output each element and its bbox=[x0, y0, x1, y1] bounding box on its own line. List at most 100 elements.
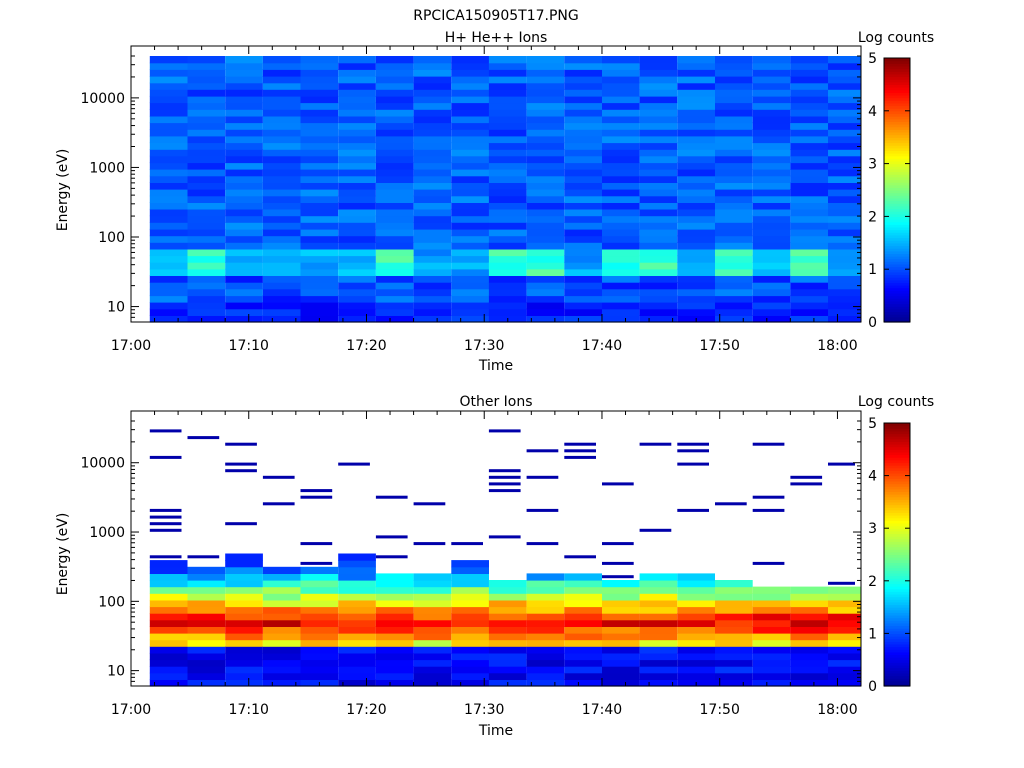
heatmap-cell bbox=[677, 162, 715, 170]
heatmap-cell bbox=[451, 122, 489, 130]
heatmap-cell bbox=[677, 262, 715, 270]
heatmap-cell bbox=[677, 228, 715, 237]
heatmap-cell bbox=[300, 255, 339, 263]
heatmap-cell bbox=[225, 522, 257, 526]
heatmap-cell bbox=[828, 626, 861, 634]
heatmap-cell bbox=[828, 302, 861, 310]
heatmap-cell bbox=[262, 302, 301, 310]
heatmap-cell bbox=[451, 308, 489, 316]
heatmap-cell bbox=[262, 308, 301, 316]
heatmap-cell bbox=[526, 449, 559, 453]
heatmap-cell bbox=[602, 195, 640, 203]
heatmap-cell bbox=[828, 155, 861, 164]
colorbar-tick-label: 4 bbox=[868, 469, 877, 485]
heatmap-cell bbox=[828, 593, 861, 601]
heatmap-cell bbox=[149, 652, 188, 661]
heatmap-cell bbox=[338, 646, 376, 654]
heatmap-cell bbox=[225, 135, 263, 144]
heatmap-cell bbox=[413, 89, 452, 97]
colorbar-segment bbox=[884, 158, 910, 162]
colorbar-segment bbox=[884, 195, 910, 199]
colorbar-tick-label: 2 bbox=[868, 209, 877, 225]
heatmap-cell bbox=[187, 613, 226, 621]
heatmap-cell bbox=[300, 593, 339, 601]
heatmap-cell bbox=[526, 82, 565, 90]
heatmap-cell bbox=[677, 462, 709, 466]
colorbar-segment bbox=[884, 520, 910, 524]
colorbar-segment bbox=[884, 562, 910, 566]
heatmap-cell bbox=[602, 659, 640, 667]
heatmap-cell bbox=[564, 599, 602, 608]
heatmap-cell bbox=[602, 308, 640, 316]
heatmap-cell bbox=[187, 282, 226, 290]
heatmap-cell bbox=[149, 56, 188, 64]
heatmap-cell bbox=[564, 122, 602, 130]
heatmap-cell bbox=[526, 308, 565, 316]
heatmap-cell bbox=[488, 475, 521, 479]
colorbar-segment bbox=[884, 71, 910, 75]
heatmap-cell bbox=[149, 155, 188, 164]
heatmap-cell bbox=[828, 89, 861, 97]
heatmap-cell bbox=[187, 268, 226, 276]
heatmap-cell bbox=[752, 142, 791, 150]
heatmap-cell bbox=[149, 522, 182, 526]
heatmap-cell bbox=[639, 155, 678, 164]
heatmap-cell bbox=[225, 275, 263, 283]
heatmap-cell bbox=[488, 135, 527, 144]
heatmap-cell bbox=[413, 189, 452, 197]
heatmap-cell bbox=[451, 633, 489, 641]
heatmap-cell bbox=[375, 235, 414, 243]
colorbar-tick-label: 1 bbox=[868, 262, 877, 278]
colorbar-segment bbox=[884, 211, 910, 215]
heatmap-cell bbox=[300, 288, 339, 297]
heatmap-cell bbox=[677, 222, 715, 230]
heatmap-cell bbox=[639, 282, 678, 290]
heatmap-cell bbox=[526, 295, 565, 303]
heatmap-cell bbox=[564, 69, 602, 77]
heatmap-cell bbox=[828, 169, 861, 177]
heatmap-cell bbox=[413, 162, 452, 170]
colorbar-segment bbox=[884, 475, 910, 479]
heatmap-cell bbox=[564, 56, 602, 64]
heatmap-cell bbox=[602, 561, 634, 565]
heatmap-cell bbox=[602, 275, 640, 283]
heatmap-cell bbox=[300, 62, 339, 70]
heatmap-cell bbox=[602, 242, 640, 250]
colorbar-segment bbox=[884, 433, 910, 437]
heatmap-cell bbox=[225, 155, 263, 164]
heatmap-cell bbox=[526, 102, 565, 110]
heatmap-cell bbox=[639, 679, 678, 687]
heatmap-cell bbox=[451, 82, 489, 90]
heatmap-cell bbox=[752, 169, 791, 177]
heatmap-cell bbox=[715, 122, 753, 130]
heatmap-cell bbox=[488, 189, 527, 197]
heatmap-cell bbox=[338, 235, 376, 243]
colorbar-segment bbox=[884, 113, 910, 117]
heatmap-cell bbox=[715, 268, 753, 276]
heatmap-cell bbox=[300, 659, 339, 667]
heatmap-cell bbox=[149, 169, 188, 177]
heatmap-cell bbox=[488, 308, 527, 316]
heatmap-cell bbox=[225, 149, 263, 157]
heatmap-cell bbox=[451, 566, 489, 574]
heatmap-cell bbox=[602, 542, 634, 546]
colorbar-segment bbox=[884, 565, 910, 569]
heatmap-cell bbox=[602, 646, 640, 654]
heatmap-cell bbox=[526, 633, 565, 641]
colorbar-segment bbox=[884, 269, 910, 273]
heatmap-cell bbox=[639, 606, 678, 614]
heatmap-cell bbox=[602, 672, 640, 680]
heatmap-cell bbox=[526, 586, 565, 594]
heatmap-cell bbox=[413, 82, 452, 90]
heatmap-cell bbox=[677, 573, 715, 581]
colorbar-segment bbox=[884, 654, 910, 658]
heatmap-cell bbox=[451, 189, 489, 197]
colorbar-segment bbox=[884, 300, 910, 305]
heatmap-cell bbox=[564, 89, 602, 97]
heatmap-cell bbox=[262, 475, 295, 479]
heatmap-cell bbox=[639, 242, 678, 250]
heatmap-cell bbox=[752, 586, 791, 594]
x-tick-label: 17:10 bbox=[229, 702, 269, 718]
heatmap-cell bbox=[715, 215, 753, 223]
panel-h-he-ions: H+ He++ Ions Log counts Energy (eV) Time… bbox=[55, 30, 934, 374]
